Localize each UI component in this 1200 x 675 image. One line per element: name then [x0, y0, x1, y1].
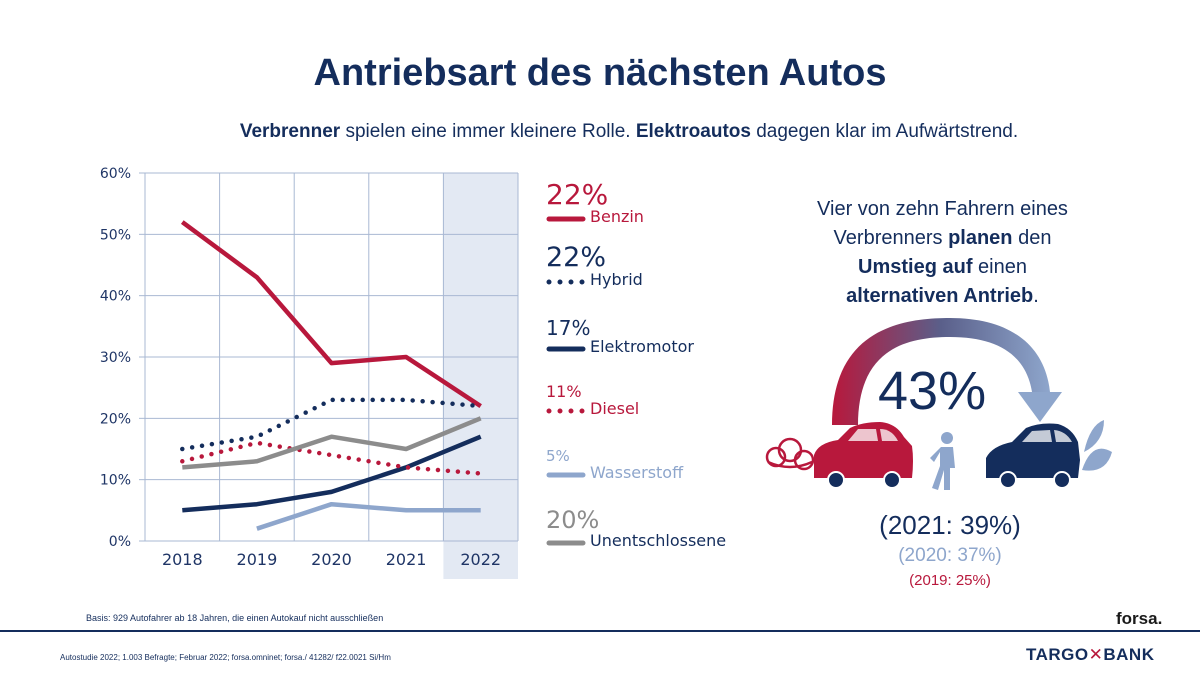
switch-arrow-arc: [832, 318, 1050, 425]
callout-line-1: Vier von zehn Fahrern eines: [817, 198, 1068, 220]
callout-bold-planen: planen: [948, 227, 1013, 249]
legend-value: 11%: [546, 382, 582, 401]
percentage-2021: (2021: 39%): [879, 510, 1021, 540]
callout-line-3: Umstieg auf einen: [770, 253, 1115, 282]
legend-item-unentschlossene: 20% Unentschlossene: [546, 506, 726, 550]
targobank-logo: TARGO✕BANK: [1026, 645, 1154, 665]
y-tick-label: 10%: [100, 473, 131, 489]
series-line-hybrid: [180, 397, 483, 452]
series-line-elektromotor: [182, 434, 482, 513]
legend-value: 5%: [546, 447, 570, 465]
y-tick-label: 0%: [109, 534, 131, 550]
walking-person-icon: [930, 432, 955, 490]
y-tick-label: 60%: [100, 166, 131, 182]
series-line-wasserstoff: [256, 501, 481, 531]
legend-item-benzin: 22% Benzin: [546, 178, 644, 226]
brand-part-3: BANK: [1103, 645, 1155, 664]
legend-swatch: [546, 216, 586, 222]
series-line-diesel: [180, 440, 483, 476]
basis-note: Basis: 929 Autofahrer ab 18 Jahren, die …: [86, 613, 384, 623]
footnote: Autostudie 2022; 1.003 Befragte; Februar…: [60, 653, 391, 662]
callout-text-2c: den: [1012, 227, 1052, 249]
callout-line-2: Verbrenners planen den: [770, 224, 1115, 253]
electric-car-icon: [986, 423, 1080, 489]
x-tick-label: 2018: [162, 550, 203, 569]
callout-text-4b: .: [1033, 285, 1039, 307]
callout-text-2a: Verbrenners: [833, 227, 949, 249]
callout-bold-umstieg: Umstieg auf: [858, 256, 973, 278]
footer-divider: [0, 630, 1200, 632]
legend-item-elektromotor: 17% Elektromotor: [546, 316, 694, 356]
legend-value: 20%: [546, 506, 600, 534]
legend-label: Elektromotor: [590, 337, 694, 356]
subtitle-text-1: spielen eine immer kleinere Rolle.: [340, 121, 636, 142]
subtitle: Verbrenner spielen eine immer kleinere R…: [0, 121, 1200, 143]
page-title: Antriebsart des nächsten Autos: [313, 52, 887, 94]
legend-swatch: [546, 346, 586, 352]
series-line-unentschlossene: [182, 416, 482, 470]
callout-text: Vier von zehn Fahrern eines Verbrenners …: [770, 195, 1115, 311]
subtitle-bold-verbrenner: Verbrenner: [239, 121, 341, 142]
x-tick-label: 2019: [237, 550, 278, 569]
legend-value: 22%: [546, 242, 607, 273]
brand-part-1: TARGO: [1026, 645, 1089, 664]
y-tick-label: 20%: [100, 411, 131, 427]
x-tick-label: 2020: [311, 550, 352, 569]
forsa-logo: forsa.: [1116, 609, 1163, 628]
legend-value: 17%: [546, 316, 591, 340]
brand-x-icon: ✕: [1088, 645, 1104, 664]
callout-line-4: alternativen Antrieb.: [770, 282, 1115, 311]
leaf-icon: [1082, 420, 1112, 471]
x-tick-label: 2022: [460, 550, 501, 569]
legend-item-diesel: 11% Diesel: [546, 382, 639, 418]
callout-text-3b: einen: [972, 256, 1027, 278]
series-line-benzin: [180, 220, 482, 408]
combustion-car-icon: [814, 422, 913, 489]
switch-arrow-head: [1018, 392, 1062, 422]
legend-item-wasserstoff: 5% Wasserstoff: [546, 447, 683, 482]
legend-label: Benzin: [590, 207, 644, 226]
legend-swatch: [546, 472, 586, 478]
legend-label: Wasserstoff: [590, 463, 684, 482]
y-tick-label: 30%: [100, 350, 131, 366]
legend-label: Unentschlossene: [590, 531, 727, 550]
legend-swatch: [546, 540, 586, 546]
percentage-2019: (2019: 25%): [909, 572, 991, 589]
legend-label: Hybrid: [590, 270, 643, 289]
x-tick-label: 2021: [386, 550, 427, 569]
y-tick-label: 40%: [100, 289, 131, 305]
legend-value: 22%: [546, 178, 609, 211]
subtitle-bold-elektroautos: Elektroautos: [635, 121, 751, 142]
y-tick-label: 50%: [100, 227, 131, 243]
legend-label: Diesel: [590, 399, 640, 418]
percentage-2020: (2020: 37%): [898, 545, 1002, 566]
smoke-cloud-icon: [765, 437, 815, 471]
big-percentage: 43%: [878, 361, 987, 421]
legend-item-hybrid: 22% Hybrid: [546, 242, 643, 289]
subtitle-text-2: dagegen klar im Aufwärtstrend.: [750, 121, 1019, 142]
callout-bold-antrieb: alternativen Antrieb: [846, 285, 1034, 307]
